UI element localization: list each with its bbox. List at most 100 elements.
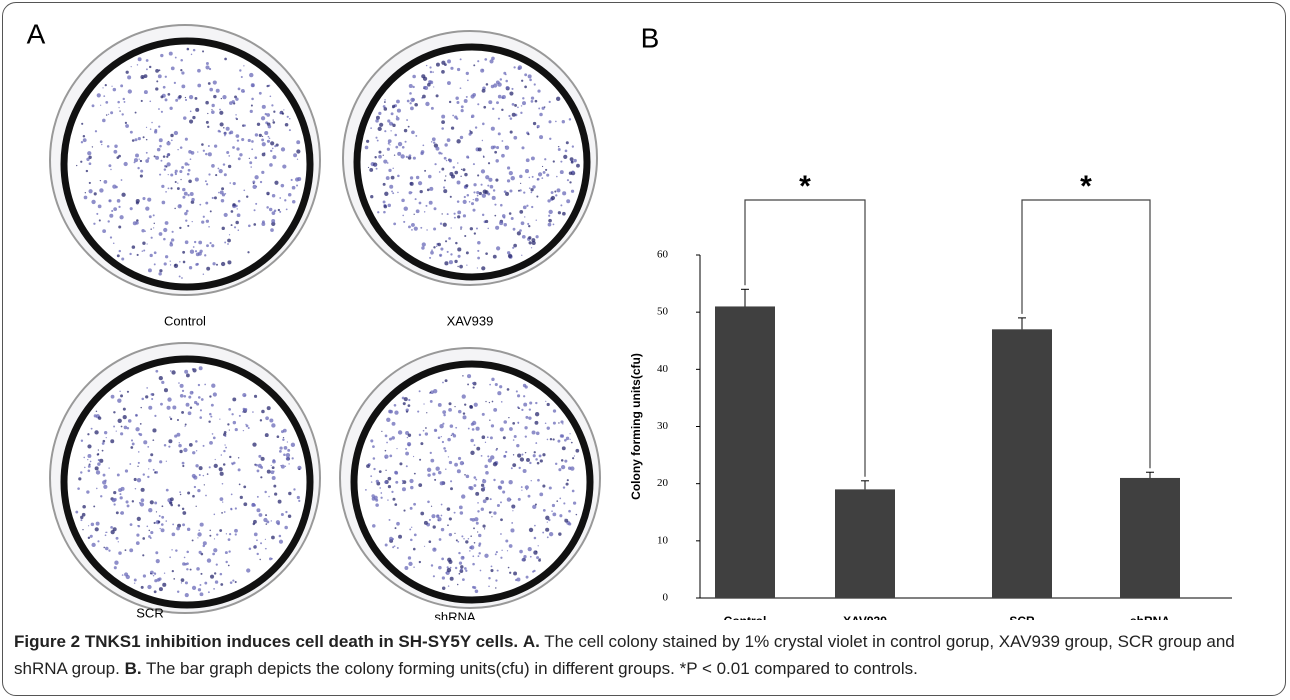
colony-dot	[478, 552, 481, 555]
colony-dot	[224, 192, 227, 195]
colony-dot	[387, 119, 391, 123]
significance-bracket	[1021, 199, 1151, 469]
colony-dot	[481, 266, 486, 271]
colony-dot	[520, 111, 523, 115]
colony-dot	[118, 249, 121, 253]
colony-dot	[532, 504, 537, 510]
colony-dot	[129, 130, 133, 134]
colony-dot	[566, 479, 569, 482]
colony-dot	[160, 95, 164, 99]
colony-dot	[115, 511, 119, 515]
colony-dot	[393, 154, 396, 156]
colony-dot	[501, 214, 506, 218]
colony-dot	[223, 511, 226, 513]
colony-dot	[529, 401, 533, 405]
colony-dot	[534, 503, 537, 506]
colony-dot	[426, 229, 428, 231]
caption-title: Figure 2 TNKS1 inhibition induces cell d…	[14, 632, 519, 651]
colony-dot	[500, 518, 503, 522]
colony-dot	[557, 145, 560, 148]
colony-dot	[260, 476, 263, 479]
colony-dot	[227, 164, 232, 169]
colony-dot	[282, 164, 287, 169]
colony-dot	[270, 228, 274, 232]
colony-dot	[230, 508, 233, 511]
colony-dot	[548, 120, 552, 124]
colony-dot	[284, 465, 287, 468]
colony-dot	[277, 499, 282, 504]
colony-dot	[119, 215, 124, 220]
colony-dot	[510, 176, 515, 181]
colony-dot	[448, 260, 453, 265]
colony-dot	[473, 191, 476, 194]
colony-dot	[426, 412, 428, 414]
colony-dot	[296, 495, 300, 500]
colony-dot	[149, 128, 152, 130]
colony-dot	[477, 555, 480, 558]
colony-dot	[237, 457, 240, 459]
colony-dot	[456, 200, 460, 203]
colony-dot	[517, 65, 523, 70]
colony-dot	[277, 522, 280, 526]
colony-dot	[197, 396, 201, 399]
colony-dot	[131, 245, 136, 249]
significance-mark: *	[1080, 170, 1092, 203]
colony-dot	[554, 190, 557, 193]
colony-dot	[495, 551, 498, 554]
colony-dot	[156, 147, 161, 152]
colony-dot	[83, 195, 88, 200]
colony-dot	[229, 455, 232, 459]
colony-dot	[137, 451, 140, 453]
colony-dot	[382, 182, 386, 186]
colony-dot	[524, 451, 527, 454]
colony-dot	[160, 110, 163, 113]
colony-dot	[256, 469, 260, 473]
colony-dot	[266, 113, 271, 117]
colony-dot	[123, 425, 128, 430]
colony-dot	[163, 572, 166, 574]
colony-dot	[562, 486, 566, 489]
colony-dot	[184, 98, 188, 102]
colony-dot	[185, 373, 190, 378]
colony-dot	[517, 497, 521, 501]
colony-dot	[399, 462, 403, 466]
colony-dot	[243, 502, 248, 507]
colony-dot	[519, 174, 523, 179]
colony-dot	[242, 429, 245, 432]
colony-dot	[435, 245, 438, 248]
colony-dot	[501, 94, 506, 100]
colony-dot	[258, 454, 262, 458]
colony-dot	[211, 433, 214, 435]
colony-dot	[522, 101, 527, 106]
colony-dot	[560, 160, 563, 163]
colony-dot	[264, 538, 267, 540]
colony-dot	[548, 214, 551, 217]
colony-dot	[427, 500, 430, 504]
colony-dot	[389, 454, 393, 458]
colony-dot	[202, 50, 205, 53]
colony-dot	[241, 137, 245, 142]
colony-dot	[214, 458, 216, 461]
colony-dot	[546, 173, 550, 177]
colony-dot	[396, 447, 398, 450]
colony-dot	[385, 469, 387, 471]
colony-dot	[145, 206, 150, 211]
colony-dot	[437, 403, 442, 407]
colony-dot	[406, 99, 410, 103]
colony-dot	[470, 202, 475, 206]
colony-dot	[375, 115, 380, 120]
colony-dot	[527, 74, 532, 79]
colony-dot	[124, 549, 127, 552]
colony-dot	[192, 115, 196, 120]
colony-dot	[130, 66, 132, 68]
colony-dot	[113, 411, 116, 414]
colony-dot	[530, 247, 533, 249]
colony-dot	[438, 538, 442, 541]
colony-dot	[487, 458, 492, 463]
colony-dot	[213, 196, 217, 200]
colony-dot	[387, 499, 389, 501]
colony-dot	[202, 474, 205, 477]
colony-dot	[127, 89, 132, 94]
colony-dot	[288, 491, 292, 496]
colony-dot	[159, 173, 162, 176]
